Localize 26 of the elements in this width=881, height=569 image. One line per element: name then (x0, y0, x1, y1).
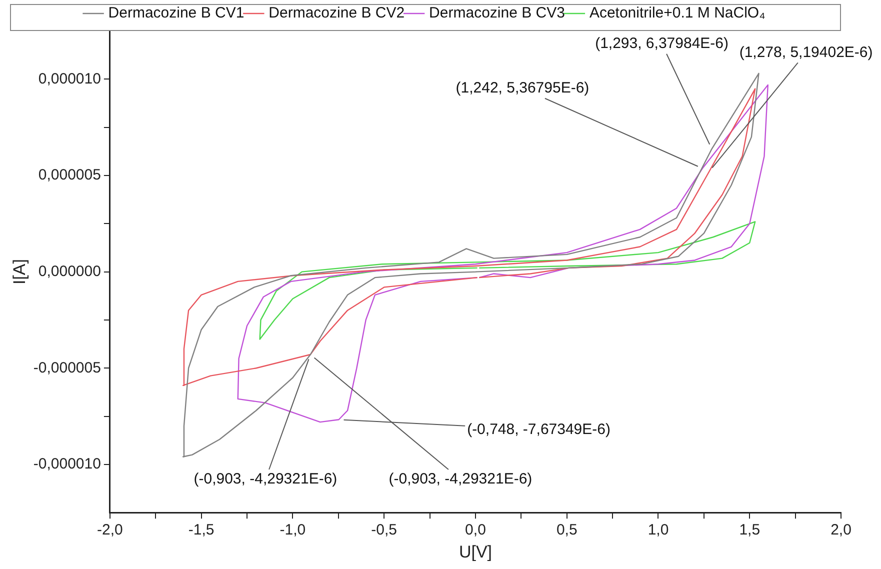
y-tick-label: 0,000005 (38, 166, 101, 184)
annotation: (-0,748, -7,67349E-6) (467, 420, 610, 438)
x-tick-label: 2,0 (830, 522, 852, 539)
x-tick-label: -1,0 (280, 522, 306, 539)
x-tick-label: 1,0 (648, 522, 669, 539)
x-axis-title: U[V] (458, 542, 492, 562)
x-tick-label: 0,0 (465, 522, 486, 539)
annotation: (1,293, 6,37984E-6) (595, 35, 729, 52)
x-tick-label: -1,5 (188, 522, 214, 539)
annotation: (-0,903, -4,29321E-6) (194, 470, 338, 488)
legend-label: Dermacozine B CV1 (108, 4, 244, 22)
y-tick-label: -0,000005 (33, 359, 101, 376)
y-tick-label: 0,000000 (38, 262, 101, 280)
x-tick-label: -2,0 (97, 522, 123, 539)
x-tick-label: 1,5 (739, 522, 760, 539)
x-tick-label: 0,5 (556, 522, 578, 539)
legend-label: Acetonitrile+0.1 M NaClO₄ (589, 4, 766, 22)
legend-label: Dermacozine B CV3 (429, 4, 565, 22)
y-tick-label: -0,000010 (33, 456, 101, 473)
legend-label: Dermacozine B CV2 (268, 4, 405, 22)
y-axis-title: I[A] (10, 259, 29, 285)
x-tick-label: -0,5 (371, 522, 398, 539)
y-tick-label: 0,000010 (38, 70, 101, 88)
annotation: (1,278, 5,19402E-6) (739, 44, 873, 61)
annotation: (-0,903, -4,29321E-6) (388, 470, 532, 488)
annotation: (1,242, 5,36795E-6) (456, 80, 590, 97)
